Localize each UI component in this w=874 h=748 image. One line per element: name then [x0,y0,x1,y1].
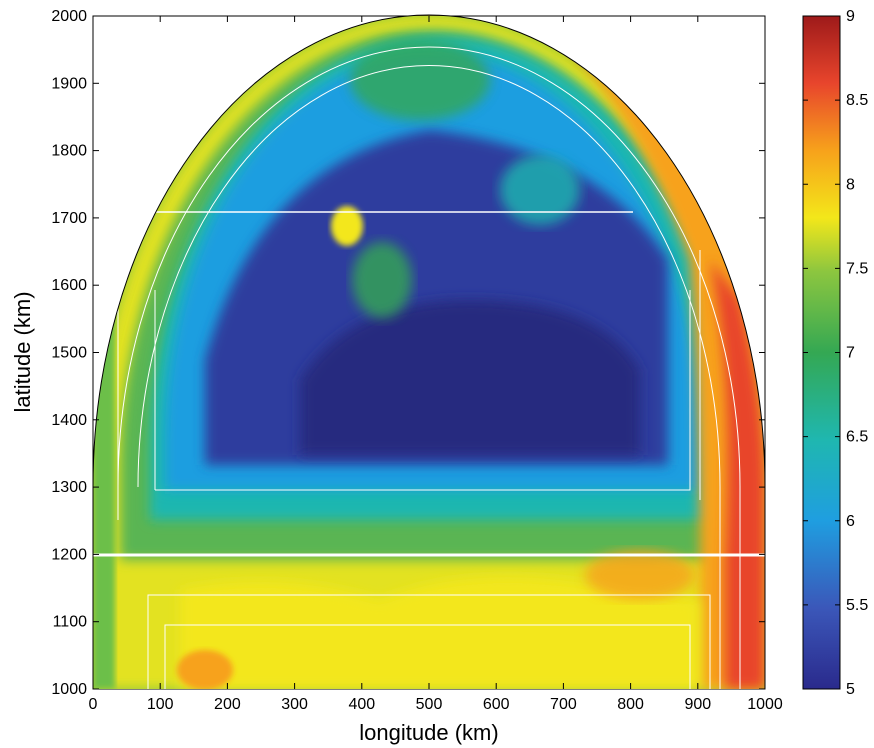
x-tick-label: 700 [550,696,577,713]
x-axis-ticks: 0 100 200 300 400 500 600 700 800 900 1000 [89,16,783,713]
x-tick-label: 1000 [747,696,783,713]
white-arc-outer [117,46,741,689]
eddy-yellow [331,206,363,246]
colorbar-tick-label: 6 [846,513,855,530]
south-basin-orange [177,650,233,689]
x-tick-label: 500 [416,696,443,713]
x-tick-label: 800 [617,696,644,713]
south-basin-yellow [180,577,700,689]
x-tick-label: 200 [214,696,241,713]
contour-field [93,15,765,689]
x-axis-title: longitude (km) [359,720,498,745]
colorbar-tick-label: 6.5 [846,429,868,446]
white-box-lower-inner [164,624,691,689]
x-tick-label: 600 [483,696,510,713]
x-tick-label: 0 [89,696,98,713]
colorbar-tick-label: 7.5 [846,260,868,277]
field-band-darkest [300,300,640,455]
colorbar [802,15,841,690]
y-tick-label: 1200 [51,546,87,563]
boundary-current-red [710,260,765,689]
y-tick-label: 1900 [51,75,87,92]
y-tick-label: 1100 [53,614,88,631]
x-tick-label: 900 [684,696,711,713]
colorbar-tick-label: 8 [846,176,855,193]
y-tick-label: 1300 [51,479,87,496]
y-tick-label: 1000 [51,681,87,698]
y-tick-label: 1500 [51,345,87,362]
y-axis-title: latitude (km) [10,291,35,412]
colorbar-tick-label: 7 [846,345,855,362]
y-tick-label: 1800 [51,143,87,160]
white-arc-inner [137,65,721,689]
y-tick-label: 1600 [51,277,87,294]
y-axis-ticks: 1000 1100 1200 1300 1400 1500 1600 1700 1800 1900… [51,8,765,698]
white-box-lower-outer [147,594,711,689]
eddy-green [352,242,412,318]
south-basin-orange-east [585,550,695,600]
colorbar-ticks: 5 5.5 6 6.5 7 7.5 8 8.5 9 [803,8,868,698]
y-tick-label: 2000 [51,8,87,25]
domain-outline [92,14,766,689]
eddy-northern-green [350,40,490,120]
colorbar-tick-label: 5 [846,681,855,698]
colorbar-tick-label: 9 [846,8,855,25]
x-tick-label: 100 [147,696,174,713]
eddy-teal [500,155,580,225]
x-tick-label: 400 [348,696,375,713]
colorbar-tick-label: 5.5 [846,597,868,614]
x-tick-label: 300 [281,696,308,713]
white-box-upper-inner [154,290,691,491]
y-tick-label: 1400 [51,412,87,429]
y-tick-label: 1700 [51,210,87,227]
colorbar-tick-label: 8.5 [846,92,868,109]
